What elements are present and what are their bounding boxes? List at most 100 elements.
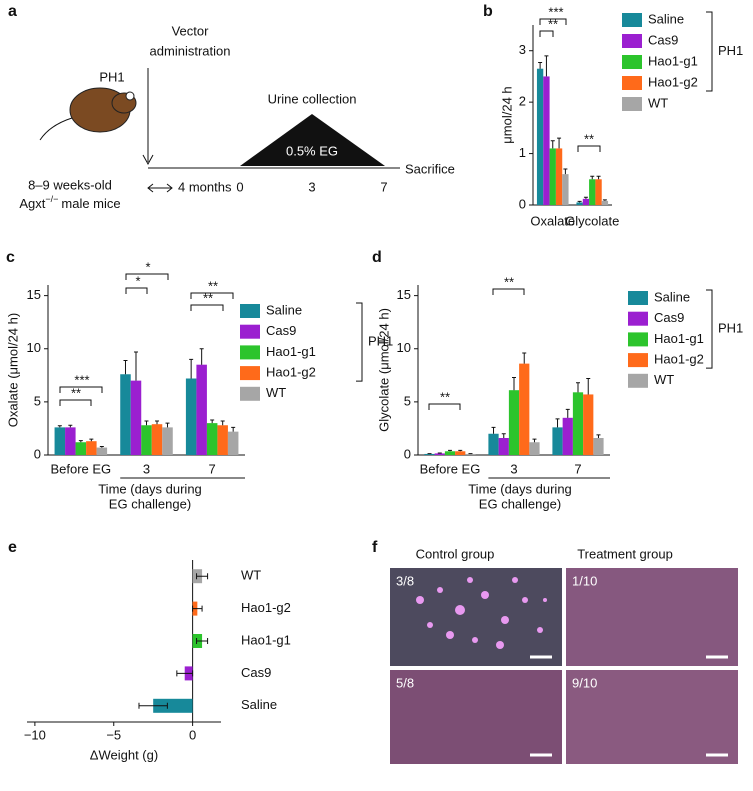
significance: *** <box>74 372 89 387</box>
count: 3/8 <box>396 573 414 588</box>
x-axis-label: EG challenge) <box>109 496 191 511</box>
legend-group: PH1 <box>718 320 743 335</box>
significance-bracket <box>428 403 461 410</box>
y-axis-label: μmol/24 h <box>499 86 514 143</box>
count: 1/10 <box>572 573 597 588</box>
mouse-strain: Agxt−/− male mice <box>19 194 120 211</box>
day-label: 0 <box>236 179 243 194</box>
bar <box>120 374 131 455</box>
bar <box>549 148 556 205</box>
error-bar <box>123 359 128 375</box>
error-bar <box>192 605 203 612</box>
legend-swatch <box>240 304 260 318</box>
y-tick-label: 1 <box>519 145 526 160</box>
legend-label: Saline <box>654 289 690 304</box>
error-bar <box>565 408 570 418</box>
legend-label: WT <box>648 95 668 110</box>
vector-label: administration <box>150 43 231 58</box>
category-label: Hao1-g2 <box>241 600 291 615</box>
error-bar <box>458 449 463 452</box>
y-axis-label: Glycolate (μmol/24 h) <box>376 308 391 432</box>
bar <box>562 417 573 455</box>
column-title: Treatment group <box>577 546 673 561</box>
panel-label: a <box>8 3 17 20</box>
y-tick-label: 0 <box>404 446 411 461</box>
bar <box>151 424 163 455</box>
legend-label: Hao1-g1 <box>266 344 316 359</box>
y-tick-label: 10 <box>27 340 41 355</box>
significance: ** <box>548 16 558 31</box>
legend-label: Cas9 <box>648 32 678 47</box>
y-tick-label: 0 <box>519 196 526 211</box>
bar <box>529 442 540 455</box>
significance: ** <box>584 131 594 146</box>
x-axis-label: Time (days during <box>98 481 202 496</box>
bar <box>86 441 97 455</box>
error-bar <box>512 376 516 391</box>
y-tick-label: 3 <box>519 42 526 57</box>
error-bar <box>133 351 138 381</box>
bar <box>595 179 602 205</box>
significance-bracket <box>539 30 554 37</box>
y-tick-label: 10 <box>397 340 411 355</box>
scale-bars <box>530 655 728 757</box>
duration-label: 4 months <box>178 179 232 194</box>
significance: ** <box>208 278 218 293</box>
bar <box>424 453 435 455</box>
error-bar <box>57 425 62 428</box>
error-bar <box>176 670 194 677</box>
arrow-head <box>142 154 154 166</box>
x-tick-label: Before EG <box>420 461 481 476</box>
significance-bracket <box>577 145 601 152</box>
panel-label: e <box>8 539 17 556</box>
legend-swatch <box>622 76 642 90</box>
panel-f: f Control group Treatment group 3/8 1/10… <box>372 539 738 764</box>
panel-label: f <box>372 539 378 556</box>
bar <box>65 427 76 455</box>
legend-bracket <box>356 302 363 382</box>
error-bar <box>596 175 601 180</box>
bar <box>196 364 207 455</box>
bar <box>508 390 520 455</box>
bar <box>562 174 569 205</box>
x-tick-label: 0 <box>189 727 196 742</box>
significance: ** <box>71 385 81 400</box>
image <box>390 670 562 764</box>
x-tick-label: −10 <box>24 727 46 742</box>
panel-label: d <box>372 249 382 266</box>
bar <box>54 427 66 455</box>
x-tick-label: Oxalate <box>530 213 575 228</box>
error-bar <box>586 378 591 395</box>
bar <box>130 380 142 455</box>
error-bar <box>576 382 580 393</box>
panel-a: a PH1 Vector administration Urine collec… <box>8 3 455 211</box>
x-tick-label: 3 <box>143 461 150 476</box>
error-bar <box>590 175 595 180</box>
error-bar <box>99 446 104 448</box>
bar <box>185 378 197 455</box>
error-bar <box>577 200 582 203</box>
legend-label: Saline <box>648 11 684 26</box>
error-bar <box>189 358 194 379</box>
legend-label: Cas9 <box>654 310 684 325</box>
x-tick-label: 3 <box>510 461 517 476</box>
bar <box>582 198 590 205</box>
x-tick-label: 7 <box>574 461 581 476</box>
legend-bracket <box>706 289 713 369</box>
legend-label: Hao1-g1 <box>648 53 698 68</box>
legend-swatch <box>628 373 648 388</box>
significance: ** <box>440 389 450 404</box>
legend-label: Saline <box>266 302 302 317</box>
bar <box>96 447 108 455</box>
y-tick-label: 5 <box>34 393 41 408</box>
error-bar <box>144 420 149 426</box>
legend-label: Hao1-g1 <box>654 331 704 346</box>
panel-label: b <box>483 3 493 20</box>
y-tick-label: 15 <box>397 287 411 302</box>
category-label: Hao1-g1 <box>241 632 291 647</box>
strain: Agxt <box>19 196 45 211</box>
significance-bracket <box>125 273 169 280</box>
category-label: WT <box>241 568 261 583</box>
bar <box>519 363 530 455</box>
significance: ** <box>203 290 213 305</box>
